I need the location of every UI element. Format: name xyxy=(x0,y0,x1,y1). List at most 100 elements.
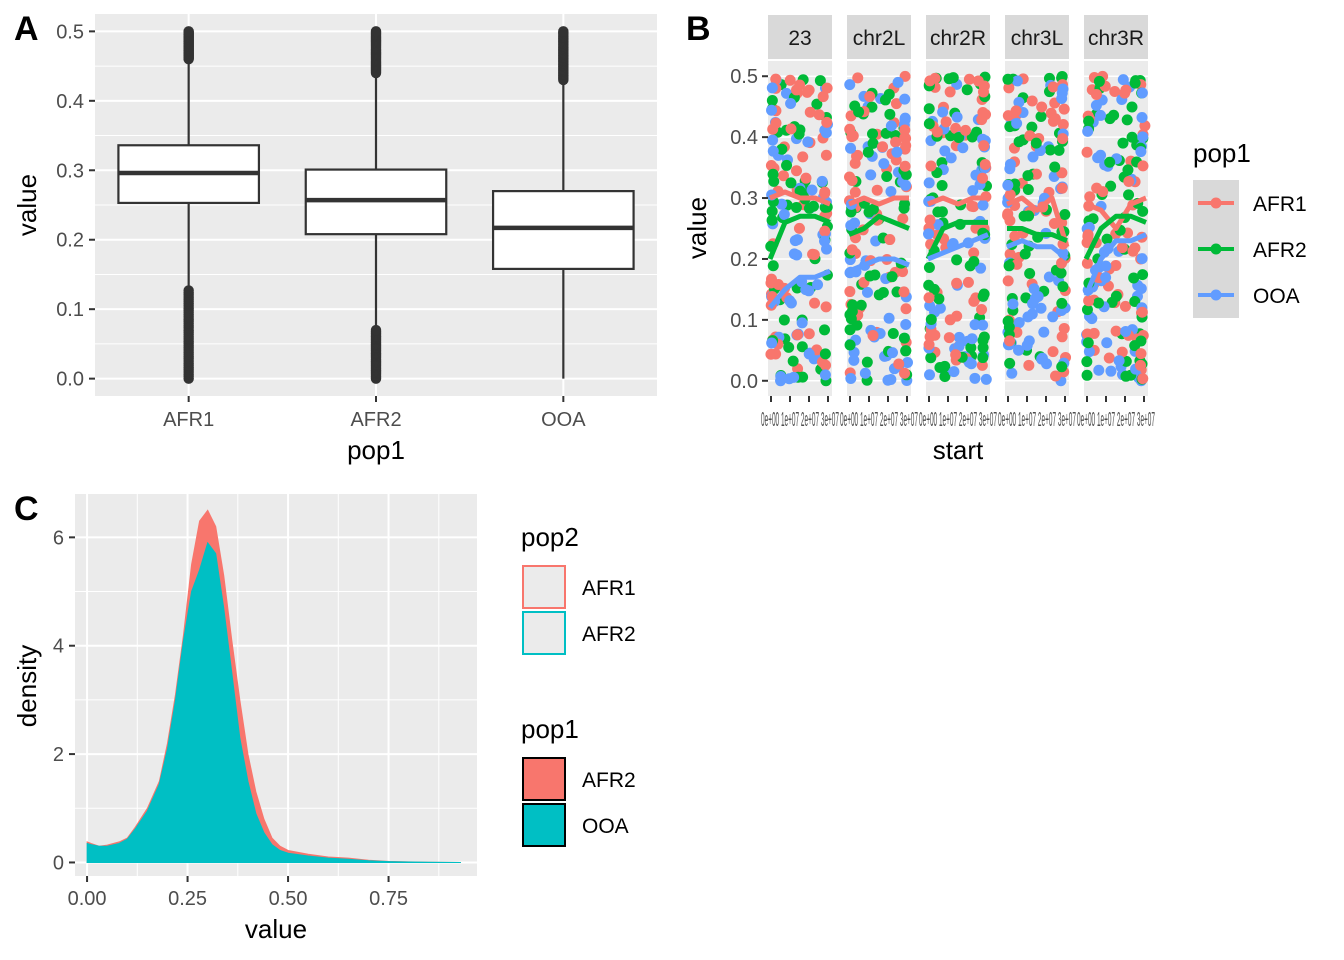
data-point-ooa xyxy=(844,79,856,91)
data-point-afr1 xyxy=(1058,322,1070,334)
legend-pop1: pop1 AFR2 OOA xyxy=(521,714,636,847)
data-point-afr2 xyxy=(933,293,945,305)
facet-chr3r: chr3R 0e+00 1e+07 2e+07 3e+07 xyxy=(1077,15,1155,431)
data-point-afr2 xyxy=(1123,189,1135,201)
data-point-afr1 xyxy=(1136,306,1148,318)
data-point-ooa xyxy=(885,186,897,198)
data-point-afr2 xyxy=(1083,115,1095,127)
data-point-afr2 xyxy=(1105,180,1117,192)
data-point-ooa xyxy=(923,228,935,240)
smooth-line-ooa xyxy=(1006,238,1069,261)
data-point-afr1 xyxy=(890,154,902,166)
data-point-afr2 xyxy=(794,185,806,197)
outlier-point xyxy=(558,26,569,37)
x-tick-label: OOA xyxy=(541,409,586,431)
data-point-afr2 xyxy=(864,270,876,282)
data-point-ooa xyxy=(1056,93,1068,105)
x-tick-label: 0.50 xyxy=(269,888,308,910)
x-tick-labels: 0e+00 1e+07 2e+07 3e+07 xyxy=(840,409,918,431)
data-point-afr1 xyxy=(821,116,833,128)
data-point-afr2 xyxy=(925,352,937,364)
data-point-ooa xyxy=(969,372,981,384)
data-point-afr2 xyxy=(925,314,937,326)
legend-label: AFR2 xyxy=(582,769,636,792)
data-point-afr1 xyxy=(1127,245,1139,257)
data-point-afr1 xyxy=(884,234,896,246)
panel-a-ylabel: value xyxy=(12,174,42,236)
data-point-afr1 xyxy=(1047,115,1059,127)
data-point-afr1 xyxy=(1110,325,1122,337)
data-point-afr1 xyxy=(793,222,805,234)
data-point-afr2 xyxy=(977,290,989,302)
data-point-afr2 xyxy=(884,108,896,120)
data-point-ooa xyxy=(878,158,890,170)
data-point-afr1 xyxy=(1004,215,1016,227)
data-point-ooa xyxy=(953,331,965,343)
y-tick-label: 0.4 xyxy=(730,127,758,149)
data-point-ooa xyxy=(966,333,978,345)
data-point-afr2 xyxy=(1059,209,1071,221)
facet-chr2r: chr2R 0e+00 1e+07 2e+07 3e+07 xyxy=(919,15,997,431)
legend-key xyxy=(522,611,566,655)
data-point-ooa xyxy=(932,219,944,231)
data-point-afr2 xyxy=(1121,114,1133,126)
data-point-ooa xyxy=(975,262,987,274)
data-point-afr2 xyxy=(965,342,977,354)
data-point-ooa xyxy=(1013,344,1025,356)
data-point-afr2 xyxy=(862,146,874,158)
data-point-afr2 xyxy=(1126,101,1138,113)
data-point-ooa xyxy=(819,369,831,381)
data-point-afr2 xyxy=(1108,109,1120,121)
data-point-afr1 xyxy=(1009,230,1021,242)
data-point-ooa xyxy=(766,337,778,349)
data-point-afr1 xyxy=(900,140,912,152)
data-point-afr1 xyxy=(1135,348,1147,360)
data-point-afr2 xyxy=(867,128,879,140)
data-point-ooa xyxy=(1036,353,1048,365)
data-point-ooa xyxy=(977,319,989,331)
panel-b-xlabel: start xyxy=(933,435,984,465)
data-point-afr1 xyxy=(817,91,829,103)
data-point-afr2 xyxy=(898,332,910,344)
data-point-afr1 xyxy=(1109,86,1121,98)
data-point-afr1 xyxy=(962,276,974,288)
data-point-ooa xyxy=(937,106,949,118)
data-point-ooa xyxy=(1038,326,1050,338)
data-point-afr1 xyxy=(1003,82,1015,94)
data-point-afr2 xyxy=(968,256,980,268)
box-ooa xyxy=(491,26,635,379)
data-point-afr2 xyxy=(881,171,893,183)
data-point-ooa xyxy=(812,279,824,291)
data-point-afr1 xyxy=(1119,300,1131,312)
data-point-afr1 xyxy=(1081,146,1093,158)
legend-key-point-afr1 xyxy=(1210,197,1222,209)
data-point-afr2 xyxy=(934,361,946,373)
data-point-ooa xyxy=(1120,325,1132,337)
data-point-afr1 xyxy=(1002,275,1014,287)
data-point-afr1 xyxy=(1081,257,1093,269)
data-point-afr2 xyxy=(1093,297,1105,309)
data-point-ooa xyxy=(775,375,787,387)
x-tick-label: AFR2 xyxy=(350,409,401,431)
facet-23: 23 0e+00 1e+07 2e+07 3e+07 xyxy=(761,15,839,431)
data-point-afr1 xyxy=(899,367,911,379)
data-point-afr1 xyxy=(1047,346,1059,358)
legend-key xyxy=(522,757,566,801)
data-point-ooa xyxy=(1035,302,1047,314)
data-point-afr1 xyxy=(1050,370,1062,382)
data-point-afr1 xyxy=(797,151,809,163)
facet-strip xyxy=(847,15,911,59)
data-point-afr1 xyxy=(846,175,858,187)
data-point-ooa xyxy=(1117,74,1129,86)
data-point-afr1 xyxy=(950,122,962,134)
outlier-point xyxy=(183,285,194,296)
data-point-ooa xyxy=(816,175,828,187)
outlier-point xyxy=(370,26,382,37)
data-point-afr1 xyxy=(784,74,796,86)
data-point-afr1 xyxy=(924,75,936,87)
data-point-ooa xyxy=(1011,75,1023,87)
data-point-afr2 xyxy=(1104,156,1116,168)
data-point-afr1 xyxy=(871,184,883,196)
data-point-afr2 xyxy=(867,203,879,215)
data-point-afr1 xyxy=(877,141,889,153)
